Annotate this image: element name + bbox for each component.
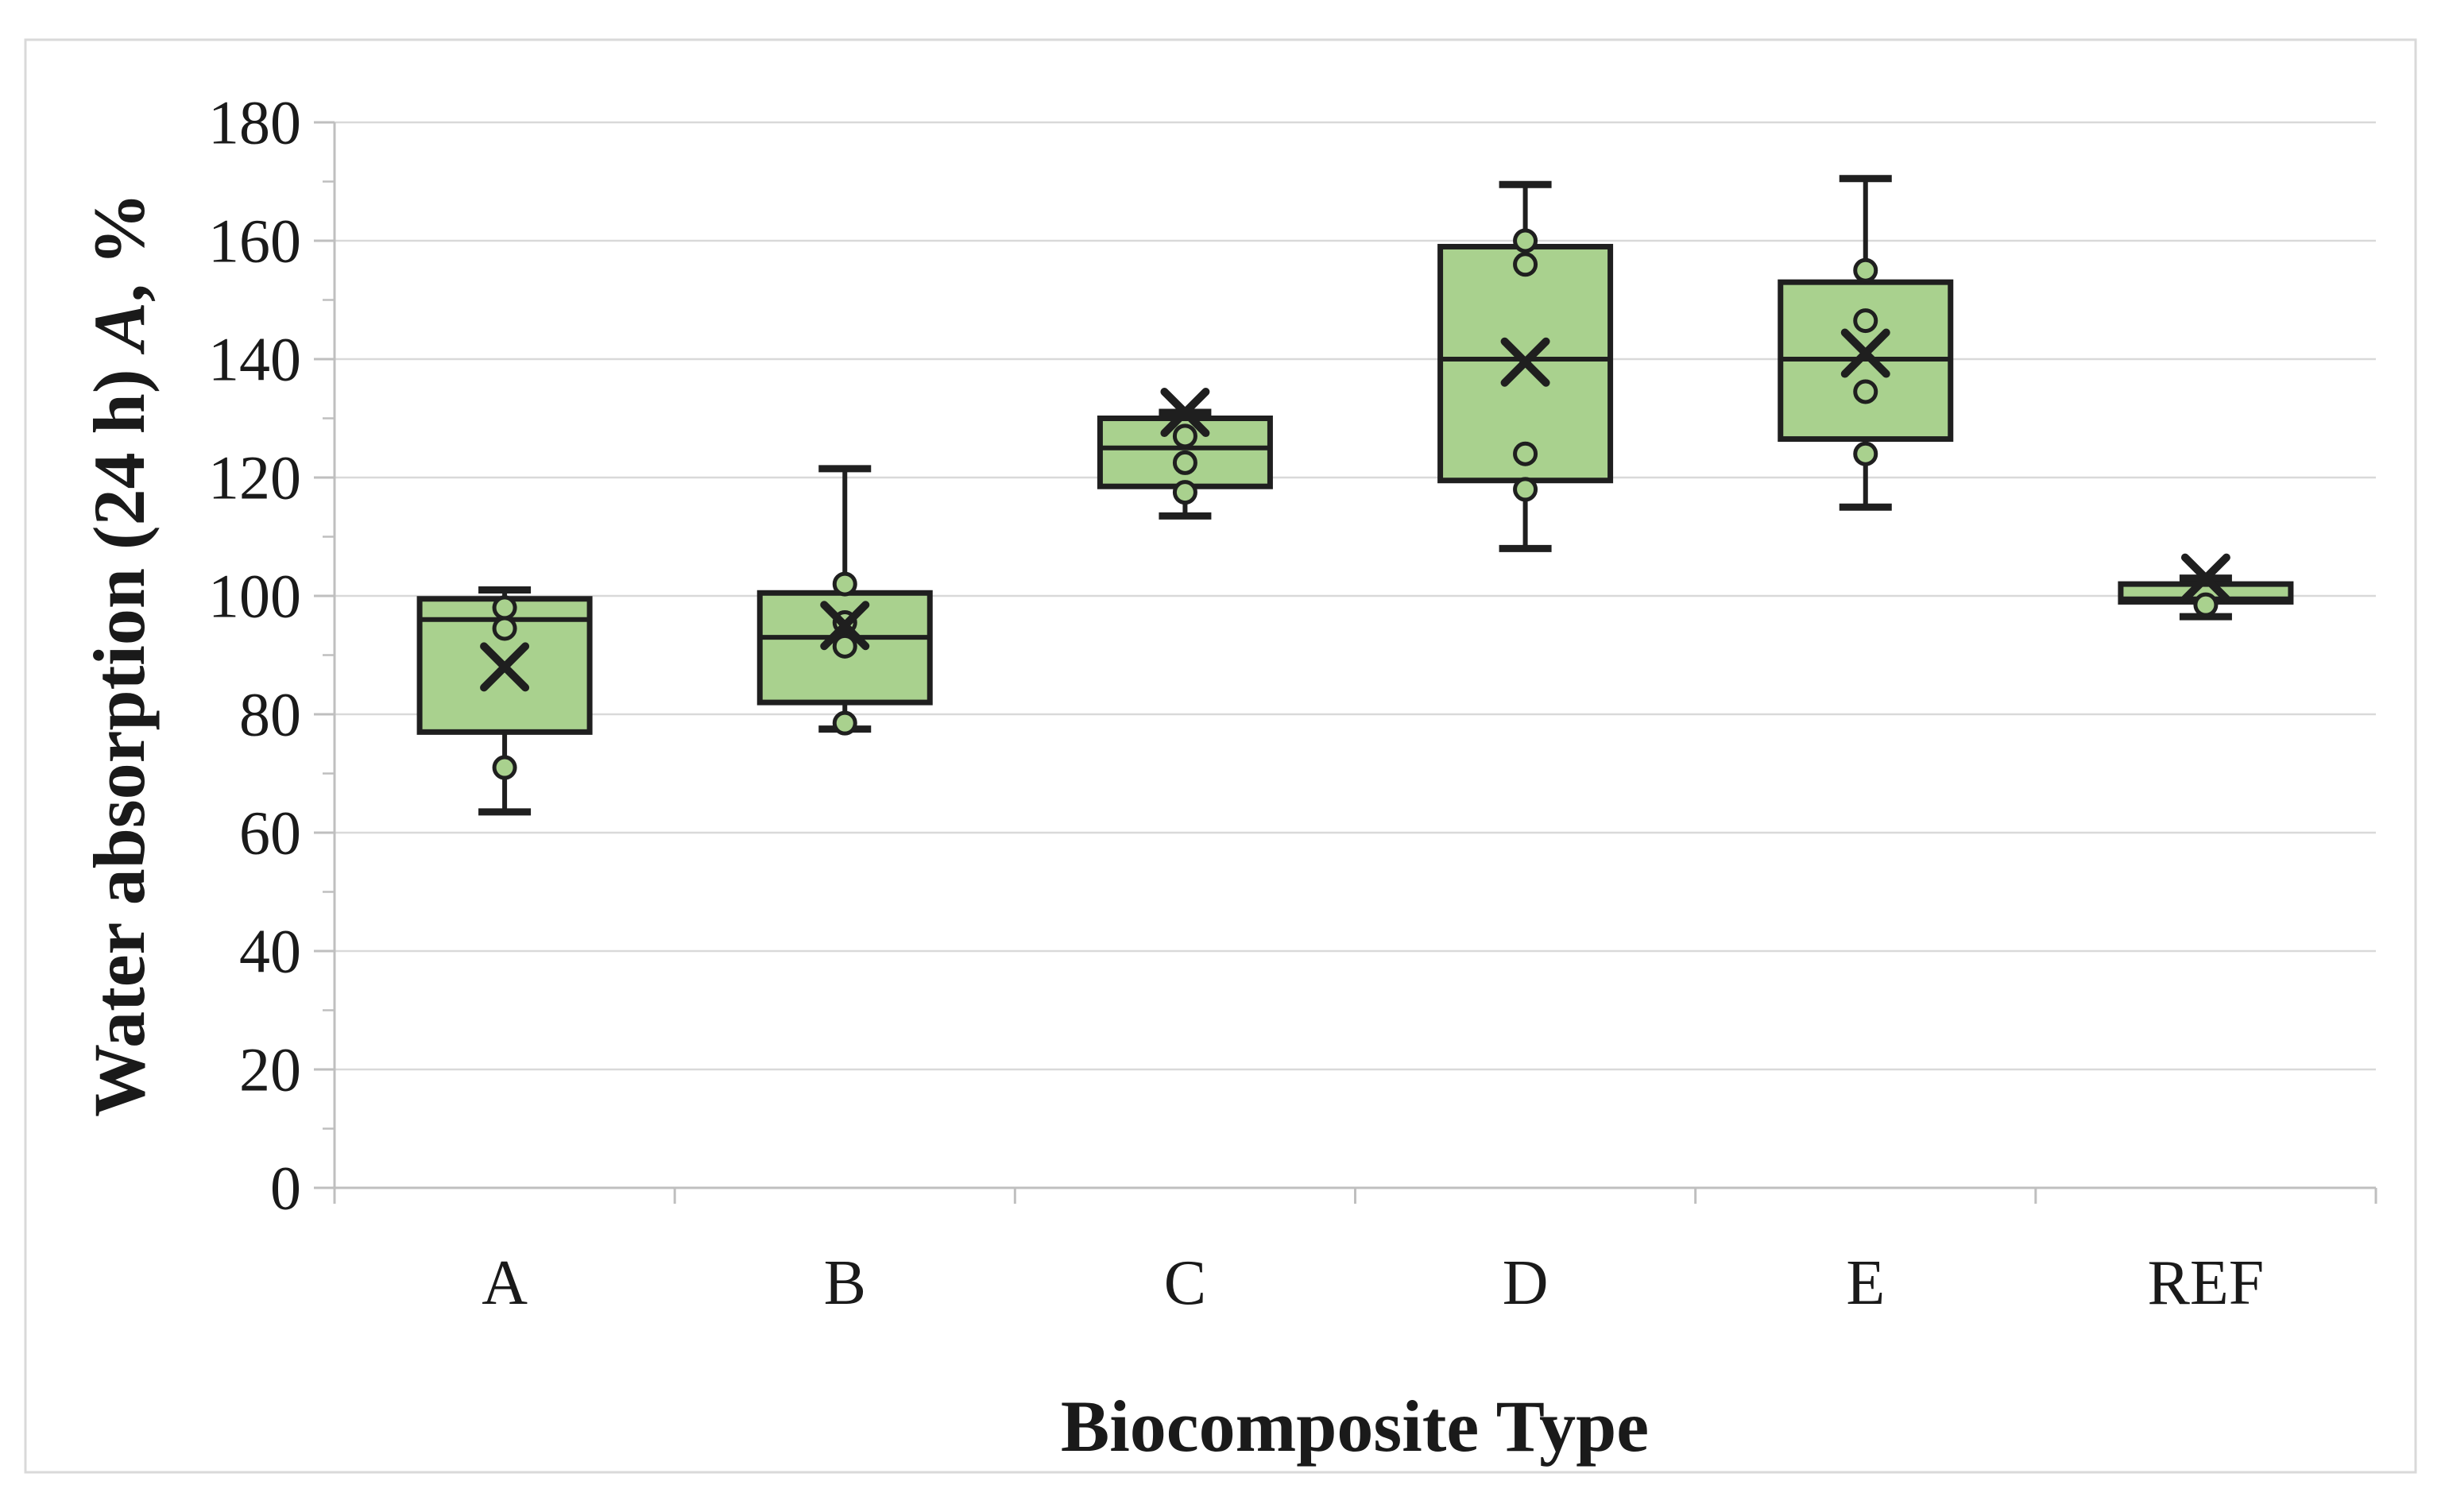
data-point <box>1853 379 1878 404</box>
y-tick-label-140: 140 <box>208 325 301 394</box>
data-point <box>832 633 857 659</box>
y-tick-label-60: 60 <box>239 799 301 868</box>
mean-marker <box>2180 553 2230 603</box>
data-point <box>1513 228 1538 253</box>
category-label-E: E <box>1846 1248 1885 1318</box>
boxplot-A <box>416 586 593 816</box>
y-tick-label-100: 100 <box>208 562 301 631</box>
data-point <box>492 616 517 641</box>
mean-marker <box>480 642 530 692</box>
boxplot-REF <box>2118 553 2294 621</box>
data-point <box>492 755 517 780</box>
y-tick-label-20: 20 <box>239 1035 301 1104</box>
boxplot-B <box>756 465 933 736</box>
category-label-A: A <box>482 1248 528 1318</box>
data-point <box>832 710 857 736</box>
data-point <box>1853 308 1878 334</box>
category-label-C: C <box>1164 1248 1206 1318</box>
data-point <box>1853 441 1878 466</box>
data-point <box>1172 423 1197 449</box>
data-point <box>1513 441 1538 466</box>
category-label-REF: REF <box>2148 1248 2265 1318</box>
data-point <box>1172 480 1197 505</box>
data-point <box>2193 592 2219 617</box>
category-label-D: D <box>1503 1248 1549 1318</box>
data-point <box>832 571 857 597</box>
mean-marker <box>1500 337 1550 387</box>
boxplot-C <box>1097 388 1273 520</box>
data-point <box>1853 257 1878 283</box>
y-tick-label-120: 120 <box>208 443 301 512</box>
y-tick-label-0: 0 <box>270 1154 301 1223</box>
category-label-B: B <box>824 1248 866 1318</box>
x-axis-title: Biocomposite Type <box>1061 1386 1649 1467</box>
data-point <box>1513 477 1538 502</box>
y-tick-label-180: 180 <box>208 88 301 157</box>
y-tick-label-80: 80 <box>239 680 301 749</box>
mean-marker <box>1840 328 1890 378</box>
mean-marker <box>820 601 870 651</box>
data-point <box>1172 450 1197 475</box>
boxplot-D <box>1437 180 1614 552</box>
mean-marker <box>1160 388 1210 438</box>
data-point <box>492 595 517 621</box>
y-tick-label-40: 40 <box>239 917 301 986</box>
y-tick-label-160: 160 <box>208 207 301 276</box>
figure-border <box>24 38 2417 1474</box>
chart-root: 0 20 40 60 80 100 120 140 160 180 A B C D E REF Water ab… <box>24 38 2417 1474</box>
y-axis-title: Water absorption (24 h) A, % <box>79 192 160 1117</box>
boxplot-E <box>1778 175 1954 511</box>
data-point <box>1513 252 1538 277</box>
